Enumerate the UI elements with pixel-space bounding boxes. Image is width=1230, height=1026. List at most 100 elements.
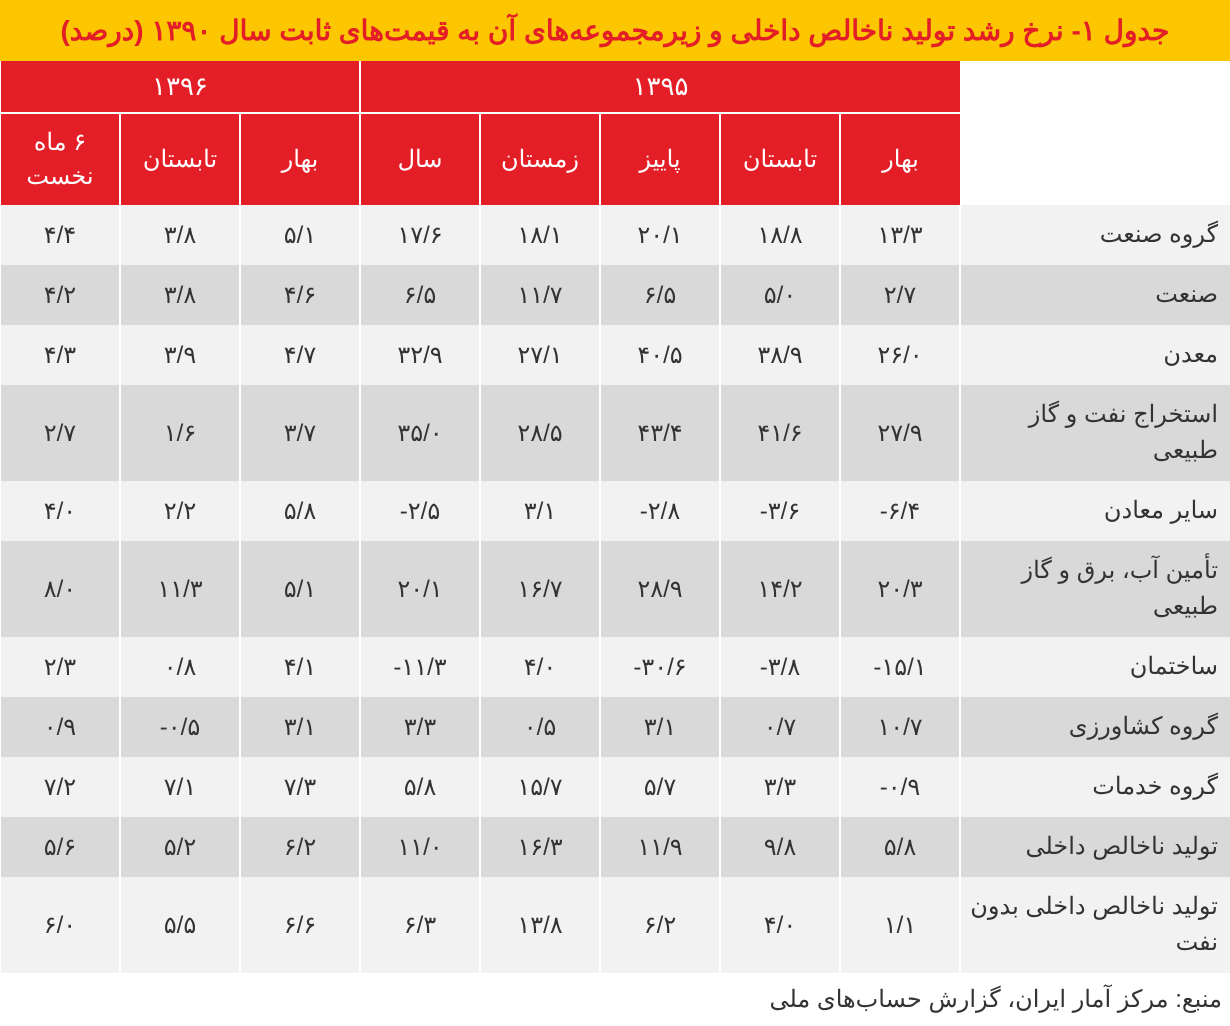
data-cell: ۱۷/۶ xyxy=(360,205,480,265)
data-cell: ۰/۹ xyxy=(0,697,120,757)
data-cell: ۲/۲ xyxy=(120,481,240,541)
data-cell: ۶/۲ xyxy=(600,877,720,973)
table-row: تولید ناخالص داخلی بدون نفت۱/۱۴/۰۶/۲۱۳/۸… xyxy=(0,877,1230,973)
row-label: صنعت xyxy=(960,265,1230,325)
data-cell: ۲۰/۳ xyxy=(840,541,960,637)
data-cell: ۷/۱ xyxy=(120,757,240,817)
year-1395: ۱۳۹۵ xyxy=(360,61,960,113)
season-summer-96: تابستان xyxy=(120,113,240,205)
table-row: گروه صنعت۱۳/۳۱۸/۸۲۰/۱۱۸/۱۱۷/۶۵/۱۳/۸۴/۴ xyxy=(0,205,1230,265)
data-cell: ۲۷/۹ xyxy=(840,385,960,481)
row-label: تأمین آب، برق و گاز طبیعی xyxy=(960,541,1230,637)
data-cell: -۱۵/۱ xyxy=(840,637,960,697)
data-cell: ۳/۸ xyxy=(120,265,240,325)
data-cell: ۴۰/۵ xyxy=(600,325,720,385)
data-cell: -۳/۶ xyxy=(720,481,840,541)
data-cell: ۴/۱ xyxy=(240,637,360,697)
data-cell: ۴۳/۴ xyxy=(600,385,720,481)
season-year-95: سال xyxy=(360,113,480,205)
data-cell: ۲۸/۵ xyxy=(480,385,600,481)
season-winter-95: زمستان xyxy=(480,113,600,205)
data-cell: ۱۶/۷ xyxy=(480,541,600,637)
data-cell: ۶/۵ xyxy=(360,265,480,325)
data-cell: ۱۱/۷ xyxy=(480,265,600,325)
row-label: معدن xyxy=(960,325,1230,385)
data-cell: -۰/۵ xyxy=(120,697,240,757)
data-cell: ۱۶/۳ xyxy=(480,817,600,877)
data-cell: ۵/۵ xyxy=(120,877,240,973)
data-cell: ۴/۰ xyxy=(720,877,840,973)
data-cell: ۲۰/۱ xyxy=(600,205,720,265)
data-cell: -۱۱/۳ xyxy=(360,637,480,697)
data-cell: ۳/۹ xyxy=(120,325,240,385)
data-cell: ۱۸/۱ xyxy=(480,205,600,265)
source-row: منبع: مرکز آمار ایران، گزارش حساب‌های مل… xyxy=(0,973,1230,1026)
data-cell: -۳/۸ xyxy=(720,637,840,697)
data-cell: ۴۱/۶ xyxy=(720,385,840,481)
data-cell: ۲/۷ xyxy=(0,385,120,481)
table-row: گروه خدمات-۰/۹۳/۳۵/۷۱۵/۷۵/۸۷/۳۷/۱۷/۲ xyxy=(0,757,1230,817)
data-cell: ۵/۱ xyxy=(240,205,360,265)
data-cell: ۴/۳ xyxy=(0,325,120,385)
year-1396: ۱۳۹۶ xyxy=(0,61,360,113)
data-cell: ۵/۲ xyxy=(120,817,240,877)
data-cell: ۶/۶ xyxy=(240,877,360,973)
data-cell: ۰/۸ xyxy=(120,637,240,697)
data-cell: ۲/۷ xyxy=(840,265,960,325)
gdp-growth-table: جدول ۱- نرخ رشد تولید ناخالص داخلی و زیر… xyxy=(0,0,1230,1026)
header-empty-cell xyxy=(960,61,1230,113)
data-cell: ۳/۱ xyxy=(240,697,360,757)
data-cell: ۵/۸ xyxy=(360,757,480,817)
data-cell: ۳/۱ xyxy=(480,481,600,541)
data-cell: ۶/۳ xyxy=(360,877,480,973)
data-cell: ۰/۷ xyxy=(720,697,840,757)
year-header-row: ۱۳۹۵ ۱۳۹۶ xyxy=(0,61,1230,113)
row-label: ساختمان xyxy=(960,637,1230,697)
row-label: گروه صنعت xyxy=(960,205,1230,265)
season-summer-95: تابستان xyxy=(720,113,840,205)
data-cell: ۰/۵ xyxy=(480,697,600,757)
data-cell: ۴/۴ xyxy=(0,205,120,265)
data-cell: ۱۴/۲ xyxy=(720,541,840,637)
data-cell: ۲۶/۰ xyxy=(840,325,960,385)
data-cell: ۵/۷ xyxy=(600,757,720,817)
table-row: سایر معادن-۶/۴-۳/۶-۲/۸۳/۱-۲/۵۵/۸۲/۲۴/۰ xyxy=(0,481,1230,541)
data-cell: ۶/۰ xyxy=(0,877,120,973)
data-cell: ۸/۰ xyxy=(0,541,120,637)
data-cell: ۲۸/۹ xyxy=(600,541,720,637)
data-cell: ۵/۸ xyxy=(840,817,960,877)
data-cell: -۰/۹ xyxy=(840,757,960,817)
data-cell: ۶/۵ xyxy=(600,265,720,325)
table-row: استخراج نفت و گاز طبیعی۲۷/۹۴۱/۶۴۳/۴۲۸/۵ ۳… xyxy=(0,385,1230,481)
row-label: تولید ناخالص داخلی xyxy=(960,817,1230,877)
data-cell: ۱۳/۸ xyxy=(480,877,600,973)
table-row: تأمین آب، برق و گاز طبیعی۲۰/۳۱۴/۲۲۸/۹۱۶/… xyxy=(0,541,1230,637)
table-row: معدن۲۶/۰۳۸/۹۴۰/۵۲۷/۱۳۲/۹۴/۷۳/۹۴/۳ xyxy=(0,325,1230,385)
row-label: استخراج نفت و گاز طبیعی xyxy=(960,385,1230,481)
data-cell: ۹/۸ xyxy=(720,817,840,877)
data-cell: ۷/۲ xyxy=(0,757,120,817)
data-cell: ۱۵/۷ xyxy=(480,757,600,817)
data-cell: ۳/۸ xyxy=(120,205,240,265)
data-cell: ۱/۶ xyxy=(120,385,240,481)
data-cell: ۳/۷ xyxy=(240,385,360,481)
data-cell: ۴/۷ xyxy=(240,325,360,385)
data-cell: ۳/۳ xyxy=(360,697,480,757)
row-label: گروه خدمات xyxy=(960,757,1230,817)
season-spring-96: بهار xyxy=(240,113,360,205)
data-cell: -۳۰/۶ xyxy=(600,637,720,697)
table-row: صنعت۲/۷۵/۰۶/۵۱۱/۷۶/۵۴/۶۳/۸۴/۲ xyxy=(0,265,1230,325)
season-header-row: بهار تابستان پاییز زمستان سال بهار تابست… xyxy=(0,113,1230,205)
row-label: سایر معادن xyxy=(960,481,1230,541)
data-cell: ۵/۱ xyxy=(240,541,360,637)
season-spring-95: بهار xyxy=(840,113,960,205)
data-cell: ۵/۶ xyxy=(0,817,120,877)
table-row: ساختمان-۱۵/۱-۳/۸-۳۰/۶۴/۰-۱۱/۳۴/۱۰/۸۲/۳ xyxy=(0,637,1230,697)
data-cell: ۳/۳ xyxy=(720,757,840,817)
data-cell: ۳/۱ xyxy=(600,697,720,757)
data-cell: -۶/۴ xyxy=(840,481,960,541)
data-cell: -۲/۵ xyxy=(360,481,480,541)
data-cell: ۴/۶ xyxy=(240,265,360,325)
data-cell: ۱۸/۸ xyxy=(720,205,840,265)
gdp-table-container: جدول ۱- نرخ رشد تولید ناخالص داخلی و زیر… xyxy=(0,0,1230,1026)
